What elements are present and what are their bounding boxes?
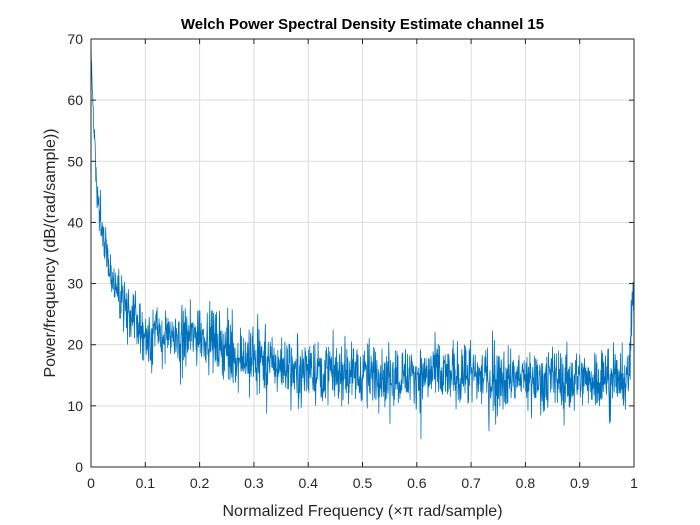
ticks: 0 0.1 0.2 0.3 0.4 0.5 0.6 0.7 0.8 0.9 101020304050…: [67, 31, 638, 491]
x-axis-label: Normalized Frequency (×π rad/sample): [222, 503, 502, 520]
y-tick-label: 0: [75, 459, 83, 475]
x-tick-label: 0.3: [244, 475, 264, 491]
x-tick-label: 0.7: [461, 475, 481, 491]
x-tick-label: 0: [87, 475, 95, 491]
y-tick-label: 30: [67, 276, 83, 292]
x-tick-label: 0.1: [136, 475, 156, 491]
y-tick-label: 20: [67, 337, 83, 353]
y-tick-label: 40: [67, 214, 83, 230]
x-tick-label: 0.9: [570, 475, 590, 491]
x-tick-label: 0.6: [407, 475, 427, 491]
y-tick-label: 50: [67, 153, 83, 169]
x-tick-label: 1: [630, 475, 638, 491]
x-tick-label: 0.2: [190, 475, 210, 491]
x-tick-label: 0.8: [516, 475, 536, 491]
y-tick-label: 70: [67, 31, 83, 47]
x-tick-label: 0.5: [353, 475, 373, 491]
series-line: [90, 42, 635, 440]
y-axis-label: Power/frequency (dB/(rad/sample)): [42, 129, 59, 378]
chart-title: Welch Power Spectral Density Estimate ch…: [181, 16, 544, 33]
x-tick-label: 0.4: [298, 475, 318, 491]
y-tick-label: 60: [67, 92, 83, 108]
y-tick-label: 10: [67, 398, 83, 414]
